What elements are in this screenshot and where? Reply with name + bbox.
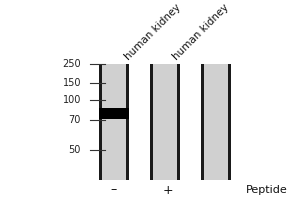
- FancyBboxPatch shape: [102, 64, 126, 108]
- FancyBboxPatch shape: [204, 64, 228, 180]
- Text: Peptide: Peptide: [246, 185, 288, 195]
- Text: +: +: [163, 184, 173, 197]
- Text: 50: 50: [69, 145, 81, 155]
- Text: human kidney: human kidney: [171, 2, 231, 62]
- Text: 100: 100: [63, 95, 81, 105]
- FancyBboxPatch shape: [153, 64, 177, 180]
- Text: human kidney: human kidney: [123, 2, 183, 62]
- FancyBboxPatch shape: [99, 108, 129, 119]
- FancyBboxPatch shape: [201, 64, 231, 180]
- FancyBboxPatch shape: [99, 64, 129, 180]
- FancyBboxPatch shape: [150, 64, 180, 180]
- Text: –: –: [111, 184, 117, 197]
- Text: 70: 70: [69, 115, 81, 125]
- Text: 250: 250: [62, 59, 81, 69]
- Text: 150: 150: [62, 78, 81, 88]
- FancyBboxPatch shape: [102, 119, 126, 180]
